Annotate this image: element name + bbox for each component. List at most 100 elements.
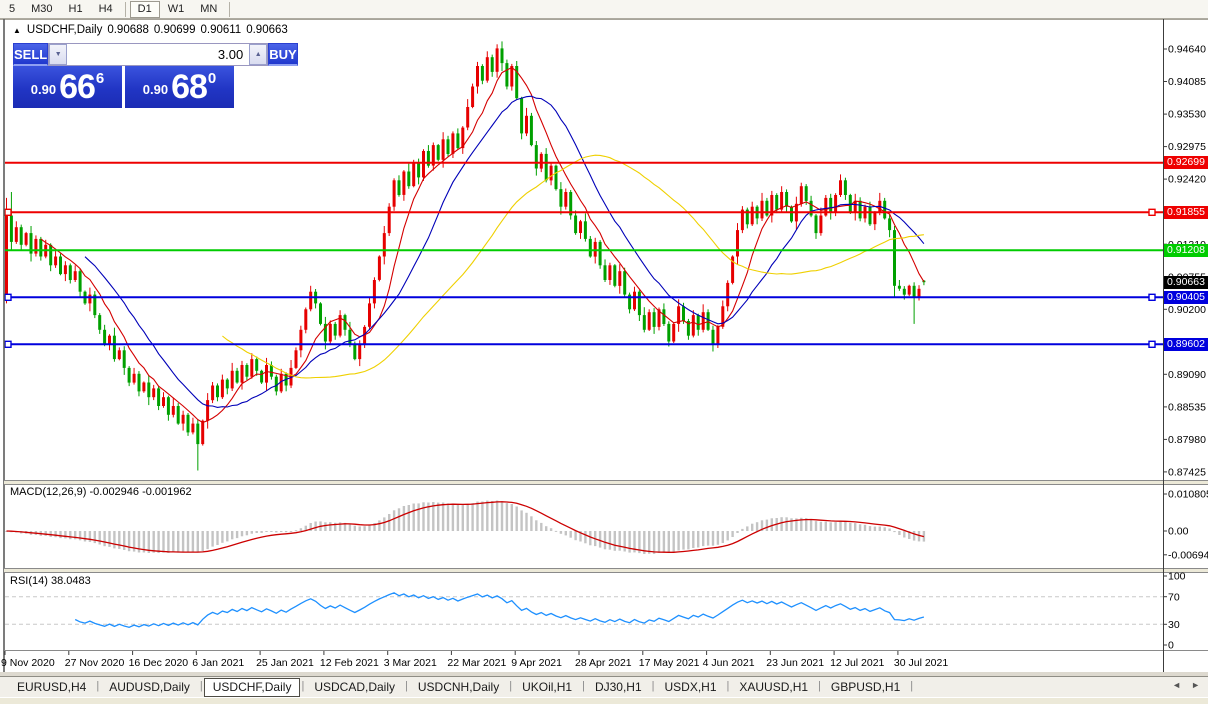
tab-separator: |	[726, 680, 730, 692]
svg-text:25 Jan 2021: 25 Jan 2021	[256, 657, 314, 669]
line-handle	[1148, 293, 1156, 301]
svg-text:0.92420: 0.92420	[1168, 174, 1206, 186]
timeframe-button-MN[interactable]: MN	[200, 2, 218, 15]
chart-tab-UKOil-H1[interactable]: UKOil,H1	[522, 679, 573, 694]
line-price-label-0.90405[interactable]: 0.90405	[1164, 291, 1208, 304]
symbol-ohlc-header: ▲ USDCHF,Daily 0.90688 0.90699 0.90611 0…	[13, 24, 288, 36]
svg-text:12 Jul 2021: 12 Jul 2021	[830, 657, 884, 669]
chart-tab-AUDUSD-Daily[interactable]: AUDUSD,Daily	[109, 679, 190, 694]
horizontal-line-0.90405[interactable]	[4, 293, 1163, 301]
line-handle	[4, 208, 12, 217]
svg-text:9 Nov 2020: 9 Nov 2020	[1, 657, 55, 669]
chart-tab-USDCAD-Daily[interactable]: USDCAD,Daily	[314, 679, 395, 694]
chart-tabs: EURUSD,H4 | AUDUSD,Daily | USDCHF,Daily | USDC…	[8, 677, 914, 697]
chart-tab-USDX-H1[interactable]: USDX,H1	[664, 679, 717, 694]
macd-signal-value: -0.001962	[142, 486, 192, 498]
line-price-label-0.91208[interactable]: 0.91208	[1164, 244, 1208, 257]
buy-button[interactable]: BUY	[268, 43, 298, 66]
chart-tab-bar: EURUSD,H4 | AUDUSD,Daily | USDCHF,Daily | USDC…	[0, 676, 1208, 697]
ma-fast-line	[40, 66, 925, 424]
chart-tab-USDCNH-Daily[interactable]: USDCNH,Daily	[417, 679, 500, 694]
ohlc-close: 0.90663	[246, 24, 288, 36]
buy-price-sup: 0	[207, 70, 217, 87]
svg-text:-0.006948: -0.006948	[1168, 549, 1208, 561]
one-click-trading-panel: SELL ▼ ▲ BUY 0.90 66 6 0.90 68 0	[13, 43, 298, 108]
svg-text:0.94085: 0.94085	[1168, 76, 1206, 88]
svg-text:6 Jan 2021: 6 Jan 2021	[192, 657, 244, 669]
chart-tab-DJ30-H1[interactable]: DJ30,H1	[594, 679, 642, 694]
macd-histogram	[5, 500, 926, 554]
svg-text:0.87425: 0.87425	[1168, 467, 1206, 479]
sell-button[interactable]: SELL	[13, 43, 49, 66]
timeframe-button-H1[interactable]: H1	[68, 2, 83, 15]
svg-text:70: 70	[1168, 591, 1180, 603]
current-price-label[interactable]: 0.90663	[1164, 276, 1208, 289]
line-handle	[4, 340, 12, 348]
tab-separator: |	[818, 680, 821, 692]
svg-text:9 Apr 2021: 9 Apr 2021	[511, 657, 562, 669]
volume-spinner: ▼ ▲	[48, 43, 269, 66]
svg-text:100: 100	[1168, 571, 1186, 583]
svg-text:0.94640: 0.94640	[1168, 44, 1206, 56]
svg-text:17 May 2021: 17 May 2021	[639, 657, 700, 669]
tab-scroll-arrows: ◄ ►	[1172, 680, 1200, 690]
buy-price-big: 68	[171, 68, 208, 106]
sell-price-box[interactable]: 0.90 66 6	[13, 66, 122, 108]
svg-text:16 Dec 2020: 16 Dec 2020	[129, 657, 189, 669]
line-price-label-0.91855[interactable]: 0.91855	[1164, 206, 1208, 219]
line-price-label-0.89602[interactable]: 0.89602	[1164, 338, 1208, 351]
chart-tab-USDCHF-Daily[interactable]: USDCHF,Daily	[203, 677, 301, 697]
timeframe-button-W1[interactable]: W1	[167, 2, 185, 15]
svg-text:0.00: 0.00	[1168, 526, 1189, 538]
svg-text:30: 30	[1168, 619, 1180, 631]
toolbar-separator	[124, 1, 126, 17]
buy-price-box[interactable]: 0.90 68 0	[125, 66, 234, 108]
timeframe-button-H4[interactable]: H4	[98, 2, 113, 15]
tab-scroll-right-icon[interactable]: ►	[1191, 680, 1200, 690]
svg-text:0.87980: 0.87980	[1168, 434, 1206, 446]
status-bar	[0, 697, 1208, 704]
svg-text:0.92975: 0.92975	[1168, 141, 1206, 153]
buy-price-prefix: 0.90	[142, 82, 169, 97]
timeframe-toolbar: 5 M30 H1 H4 D1 W1 MN	[0, 0, 1208, 19]
rsi-value: 38.0483	[50, 575, 91, 587]
price-chart-canvas[interactable]: 0.94640 0.94085 0.93530 0.92975 0.92420 0.918…	[0, 0, 1208, 676]
rsi-line	[74, 592, 925, 628]
svg-text:0.88535: 0.88535	[1168, 402, 1206, 414]
line-price-label-0.92699[interactable]: 0.92699	[1164, 156, 1208, 169]
tab-separator: |	[199, 680, 203, 692]
time-axis[interactable]: 9 Nov 2020 27 Nov 2020 16 Dec 2020 6 Jan 20…	[1, 651, 948, 669]
line-handle	[4, 293, 12, 301]
svg-text:27 Nov 2020: 27 Nov 2020	[65, 657, 125, 669]
chart-tab-EURUSD-H4[interactable]: EURUSD,H4	[17, 679, 87, 694]
tab-separator: |	[582, 680, 585, 692]
timeframe-button-D1[interactable]: D1	[129, 0, 160, 18]
svg-text:30 Jul 2021: 30 Jul 2021	[894, 657, 948, 669]
tab-separator: |	[509, 680, 513, 692]
tab-separator: |	[405, 680, 408, 692]
sell-price-prefix: 0.90	[30, 82, 57, 97]
tab-separator: |	[651, 680, 655, 692]
tab-separator: |	[301, 680, 305, 692]
sell-price-sup: 6	[95, 70, 105, 87]
tab-scroll-left-icon[interactable]: ◄	[1172, 680, 1182, 690]
ohlc-open: 0.90688	[107, 24, 149, 36]
timeframe-button-5[interactable]: 5	[9, 2, 16, 15]
collapse-triangle-icon[interactable]: ▲	[13, 25, 21, 35]
svg-text:0.89090: 0.89090	[1168, 369, 1206, 381]
volume-increase-icon[interactable]: ▲	[249, 44, 268, 65]
horizontal-line-0.91855[interactable]	[4, 208, 1163, 217]
chart-tab-GBPUSD-H1[interactable]: GBPUSD,H1	[830, 679, 901, 694]
macd-signal-line	[6, 501, 925, 553]
timeframe-button-M30[interactable]: M30	[31, 2, 53, 15]
line-handle	[1148, 208, 1156, 217]
tab-separator: |	[96, 680, 100, 692]
horizontal-line-0.89602[interactable]	[4, 340, 1163, 348]
chart-tab-XAUUSD-H1[interactable]: XAUUSD,H1	[739, 679, 809, 694]
symbol-name: USDCHF,Daily	[26, 24, 103, 36]
volume-decrease-icon[interactable]: ▼	[49, 44, 68, 65]
svg-text:12 Feb 2021: 12 Feb 2021	[320, 657, 379, 669]
svg-text:0.010805: 0.010805	[1168, 489, 1208, 501]
svg-text:0: 0	[1168, 640, 1174, 652]
volume-input[interactable]	[67, 44, 250, 65]
